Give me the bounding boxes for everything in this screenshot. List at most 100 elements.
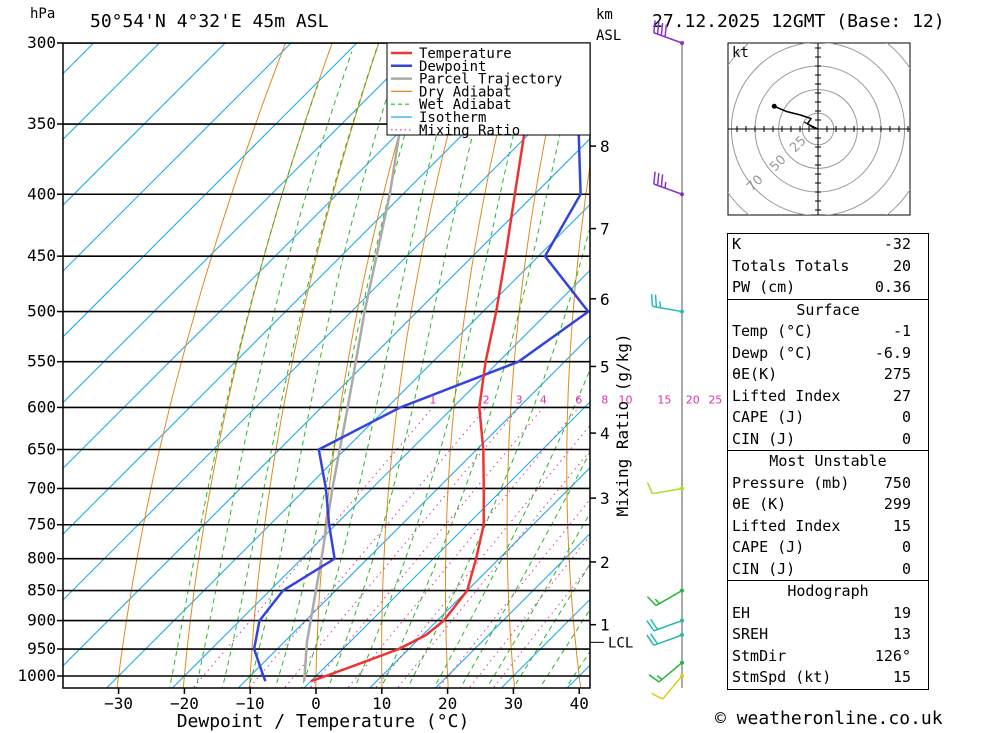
- wet-adiabat-line: [486, 512, 590, 688]
- index-label: PW (cm): [732, 278, 796, 296]
- index-section-hodograph: Hodograph EH 19 SREH 13 StmDir 126° StmSpd (kt)…: [728, 580, 928, 689]
- altitude-tick-label: 5: [600, 357, 610, 376]
- index-label: CIN (J): [732, 559, 796, 578]
- dry-adiabat-line: [985, 43, 1000, 692]
- index-row: θE (K) 299: [728, 494, 928, 516]
- wet-adiabat-line: [221, 43, 379, 688]
- index-label: Temp (°C): [732, 322, 814, 340]
- index-row: CIN (J) 0: [728, 559, 928, 581]
- mixing-ratio-line: [192, 407, 434, 688]
- index-row: Temp (°C) -1: [728, 321, 928, 343]
- wet-adiabat-line: [274, 43, 432, 688]
- wet-adiabat-line: [354, 43, 537, 688]
- index-section-title: Hodograph: [787, 582, 869, 600]
- temperature-tick-label: 10: [372, 694, 391, 713]
- index-value: 0: [901, 538, 911, 556]
- index-label: Lifted Index: [732, 386, 841, 405]
- altitude-tick-label: 8: [600, 137, 610, 156]
- index-value: 750: [883, 473, 911, 492]
- legend-label: Parcel Trajectory: [419, 72, 562, 88]
- hpa-unit-label: hPa: [30, 6, 55, 22]
- index-section-most-unstable: Most Unstable Pressure (mb) 750 θE (K) 299 Li…: [728, 450, 928, 580]
- temperature-tick-label: 30: [504, 694, 523, 713]
- temperature-tick-label: 20: [438, 694, 457, 713]
- copyright-footer: © weatheronline.co.uk: [715, 708, 943, 729]
- index-label: Dewp (°C): [732, 343, 814, 362]
- mixing-ratio-label: 8: [601, 393, 608, 406]
- index-label: StmSpd (kt): [732, 668, 832, 686]
- isotherm-line: [105, 203, 590, 688]
- index-value: 15: [892, 668, 911, 686]
- pressure-tick-label: 450: [27, 246, 56, 265]
- index-row: Lifted Index 27: [728, 386, 928, 408]
- wind-barb: [646, 633, 684, 646]
- isotherm-line: [237, 335, 590, 688]
- altitude-tick-label: 2: [600, 553, 610, 572]
- wind-barb: [650, 293, 684, 314]
- index-row: CAPE (J) 0: [728, 537, 928, 559]
- pressure-tick-label: 350: [27, 114, 56, 133]
- pressure-tick-label: 900: [27, 611, 56, 630]
- dry-adiabat-line: [506, 43, 566, 688]
- dewpoint-line: [252, 43, 590, 682]
- asl-label: ASL: [596, 28, 621, 44]
- wet-adiabat-line: [248, 43, 405, 688]
- legend-label: Dry Adiabat: [419, 84, 512, 100]
- index-label: CIN (J): [732, 429, 796, 448]
- isotherm-line: [63, 43, 358, 338]
- wind-barb: [646, 482, 684, 495]
- mixing-ratio-label: 20: [686, 393, 700, 406]
- mixing-ratio-label: 4: [540, 393, 547, 406]
- isotherm-line: [63, 72, 590, 601]
- mixing-ratio-label: 10: [619, 393, 633, 406]
- index-label: StmDir: [732, 646, 787, 665]
- index-value: 0: [901, 429, 911, 448]
- dry-adiabat-line: [938, 43, 1000, 692]
- index-row: StmSpd (kt) 15: [728, 667, 928, 689]
- temperature-tick-label: 40: [570, 694, 589, 713]
- wind-barb: [651, 674, 684, 700]
- index-section-surface: Surface Temp (°C) -1 Dewp (°C) -6.9 θE(K) 275 L…: [728, 298, 928, 451]
- index-label: CAPE (J): [732, 408, 805, 426]
- mixing-ratio-label: 25: [708, 393, 722, 406]
- isotherm-line: [303, 401, 590, 688]
- isotherm-line: [369, 467, 590, 688]
- wind-barb: [653, 20, 684, 45]
- index-section-title: Most Unstable: [769, 452, 887, 470]
- lcl-label: LCL: [608, 635, 633, 651]
- temperature-tick-label: −20: [170, 694, 199, 713]
- dry-adiabat-line: [315, 43, 426, 688]
- mixing-ratio-line: [283, 407, 520, 688]
- isotherm-line: [63, 43, 160, 141]
- plot-frame: [62, 42, 591, 689]
- index-label: θE(K): [732, 365, 778, 383]
- pressure-tick-label: 1000: [17, 666, 56, 685]
- hodograph-trace: [774, 105, 819, 130]
- isotherm-line: [63, 138, 590, 667]
- pressure-tick-label: 750: [27, 515, 56, 534]
- mixing-ratio-label: 3: [516, 393, 523, 406]
- isotherm-line: [63, 43, 555, 535]
- dry-adiabat-line: [182, 43, 333, 688]
- index-row: Lifted Index 15: [728, 516, 928, 538]
- mixing-ratio-label: 2: [483, 393, 490, 406]
- index-value: -1: [892, 322, 911, 340]
- pressure-tick-label: 600: [27, 397, 56, 416]
- storm-motion-vector: [803, 121, 819, 130]
- isotherm-line: [63, 43, 489, 470]
- index-row: θE(K) 275: [728, 364, 928, 386]
- mixing-ratio-label: 6: [575, 393, 582, 406]
- dry-adiabat-line: [249, 43, 380, 688]
- datetime-label: 27.12.2025 12GMT (Base: 12): [652, 11, 945, 32]
- mixing-ratio-label: 15: [657, 393, 671, 406]
- index-label: Lifted Index: [732, 516, 841, 535]
- legend-label: Wet Adiabat: [419, 97, 512, 113]
- index-row: K -32: [728, 234, 928, 256]
- index-row: CAPE (J) 0: [728, 407, 928, 429]
- isotherm-line: [63, 43, 226, 206]
- dry-adiabat-line: [681, 43, 714, 692]
- index-value: 20: [892, 256, 911, 275]
- isotherm-line: [171, 269, 590, 688]
